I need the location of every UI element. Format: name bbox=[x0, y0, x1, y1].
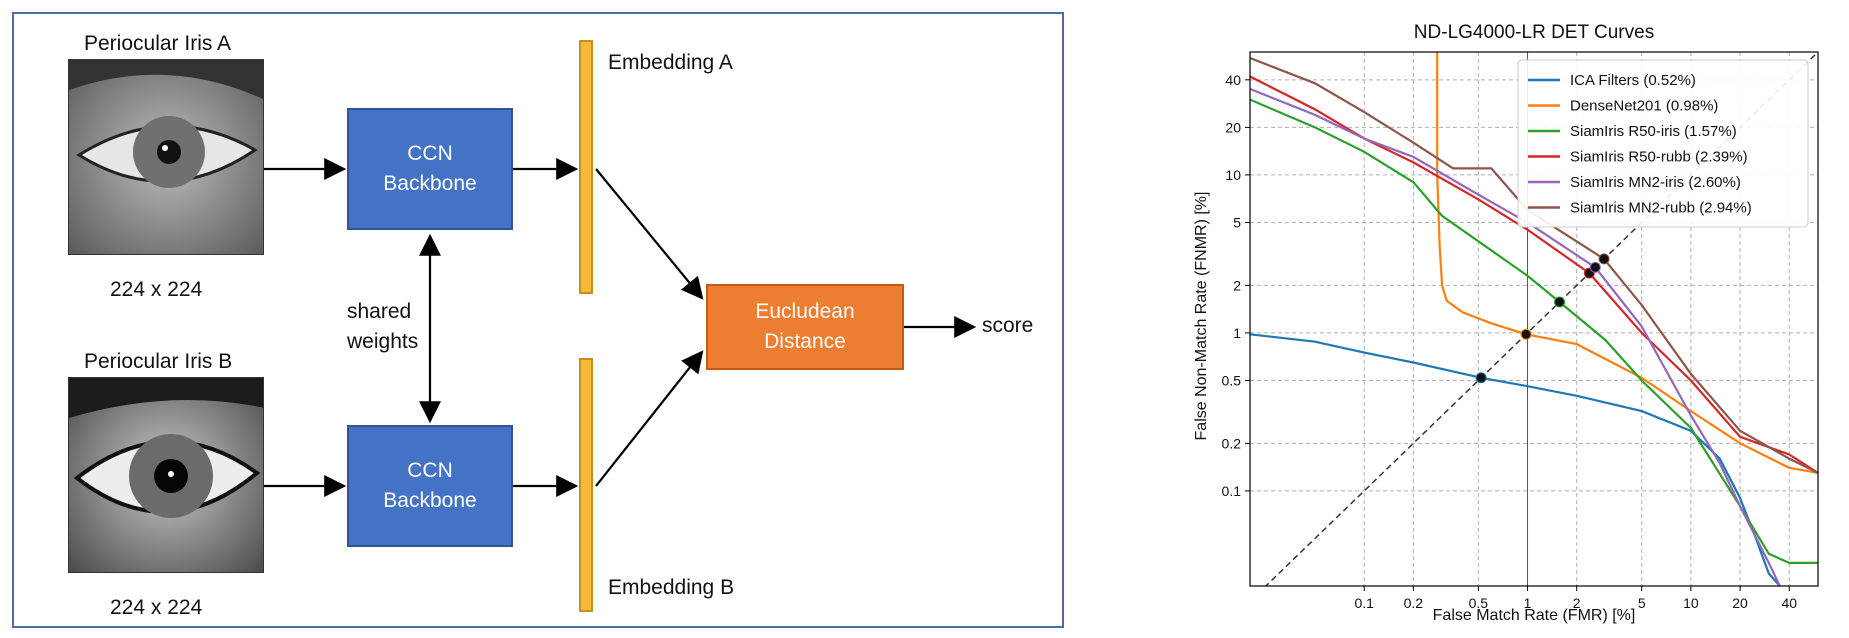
architecture-diagram: Periocular Iris A 224 x 224 Periocular I… bbox=[12, 12, 1064, 628]
eer-diagonal bbox=[1264, 52, 1818, 586]
det-chart: ND-LG4000-LR DET Curves False Match Rate… bbox=[1170, 10, 1840, 632]
plot-frame bbox=[1249, 51, 1819, 587]
x-tick-label: 20 bbox=[1732, 595, 1748, 611]
input-a-size: 224 x 224 bbox=[110, 278, 203, 301]
eye-image-b bbox=[68, 377, 264, 573]
x-tick-label: 0.1 bbox=[1354, 595, 1374, 611]
x-tick-label: 5 bbox=[1638, 595, 1646, 611]
legend-label: SiamIris MN2-rubb (2.94%) bbox=[1570, 200, 1752, 217]
eye-image-a bbox=[68, 59, 264, 255]
y-tick-label: 0.2 bbox=[1222, 435, 1242, 451]
y-tick-label: 0.1 bbox=[1222, 483, 1242, 499]
series-line bbox=[1436, 52, 1818, 474]
y-tick-label: 20 bbox=[1225, 119, 1241, 135]
y-tick-label: 1 bbox=[1233, 325, 1241, 341]
y-tick-label: 5 bbox=[1233, 214, 1241, 230]
eer-point bbox=[1598, 253, 1610, 265]
chart-title: ND-LG4000-LR DET Curves bbox=[1414, 22, 1654, 43]
shared-weights-label: shared weights bbox=[347, 300, 419, 353]
y-tick-label: 2 bbox=[1233, 277, 1241, 293]
x-tick-label: 40 bbox=[1781, 595, 1797, 611]
x-tick-label: 2 bbox=[1573, 595, 1581, 611]
y-tick-label: 0.5 bbox=[1222, 372, 1242, 388]
x-tick-label: 0.5 bbox=[1469, 595, 1489, 611]
y-tick-label: 40 bbox=[1225, 72, 1241, 88]
legend-label: SiamIris R50-rubb (2.39%) bbox=[1570, 149, 1748, 166]
input-b-title: Periocular Iris B bbox=[84, 350, 233, 373]
x-tick-label: 0.2 bbox=[1404, 595, 1424, 611]
legend-label: DenseNet201 (0.98%) bbox=[1570, 98, 1718, 115]
eer-point bbox=[1475, 372, 1487, 384]
legend-label: SiamIris R50-iris (1.57%) bbox=[1570, 123, 1737, 140]
det-chart-svg: ND-LG4000-LR DET Curves False Match Rate… bbox=[1193, 22, 1819, 624]
eer-point bbox=[1520, 328, 1532, 340]
backbone-top: CCN Backbone bbox=[347, 108, 513, 230]
embedding-b-label: Embedding B bbox=[608, 576, 735, 599]
input-a-title: Periocular Iris A bbox=[84, 32, 232, 55]
chart-ylabel: False Non-Match Rate (FNMR) [%] bbox=[1193, 192, 1210, 441]
score-label: score bbox=[982, 314, 1034, 337]
input-b-size: 224 x 224 bbox=[110, 596, 203, 619]
x-tick-label: 10 bbox=[1683, 595, 1699, 611]
euclidean-distance-box: Eucludean Distance bbox=[706, 284, 904, 370]
eer-point bbox=[1554, 296, 1566, 308]
legend-label: ICA Filters (0.52%) bbox=[1570, 72, 1696, 89]
x-tick-label: 1 bbox=[1524, 595, 1532, 611]
legend-box bbox=[1517, 59, 1809, 228]
embedding-b-bar bbox=[579, 358, 593, 612]
legend-label: SiamIris MN2-iris (2.60%) bbox=[1570, 174, 1741, 191]
embedding-a-label: Embedding A bbox=[608, 51, 733, 74]
backbone-bottom: CCN Backbone bbox=[347, 425, 513, 547]
chart-xlabel: False Match Rate (FMR) [%] bbox=[1433, 607, 1636, 624]
embedding-a-bar bbox=[579, 40, 593, 294]
eer-point bbox=[1589, 261, 1601, 273]
y-tick-label: 10 bbox=[1225, 167, 1241, 183]
